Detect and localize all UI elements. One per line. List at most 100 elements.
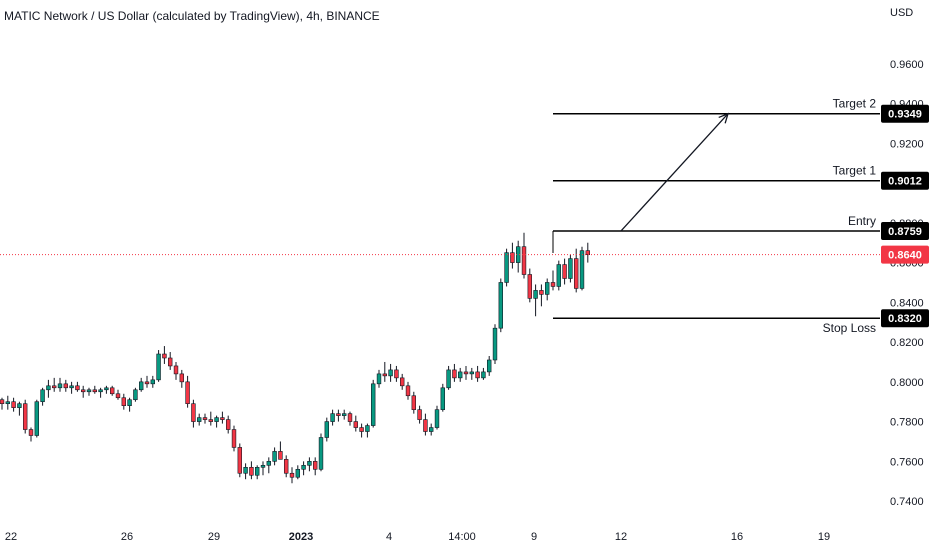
candle-body <box>40 389 45 403</box>
candle-body <box>521 246 527 275</box>
candle-body <box>417 409 422 420</box>
candle-body <box>81 389 86 393</box>
candle-body <box>388 369 393 377</box>
x-tick-label: 12 <box>615 531 627 543</box>
level-price-badge <box>881 309 929 328</box>
current-price-label: 0.8640 <box>888 250 922 262</box>
candle-body <box>365 425 370 432</box>
x-tick-label: 22 <box>5 531 17 543</box>
level-name: Entry <box>848 214 876 228</box>
candle-body <box>544 282 550 295</box>
candle-body <box>295 468 300 478</box>
candle-body <box>272 451 277 462</box>
level-price-badge <box>881 221 929 240</box>
candle-body <box>57 383 63 389</box>
time-axis[interactable]: 22 26 29 2023 4 14:00 9 12 16 19 <box>5 531 830 543</box>
arrow-shaft <box>620 113 729 232</box>
current-price-badge <box>881 245 929 264</box>
candle-body <box>237 447 242 474</box>
x-tick-label: 29 <box>208 531 220 543</box>
candle-body <box>510 252 515 263</box>
candle-body <box>440 387 445 410</box>
candle-body <box>359 427 364 432</box>
candle-body <box>110 387 115 395</box>
candle-body <box>266 461 271 466</box>
candle-body <box>121 397 127 406</box>
candle-body <box>185 381 190 405</box>
level-price-badge <box>881 171 929 190</box>
candle-body <box>133 389 138 401</box>
level-name: Target 1 <box>833 164 877 178</box>
candle-body <box>231 429 237 448</box>
candle-body <box>260 465 266 468</box>
candle-body <box>144 381 150 385</box>
candle-body <box>318 437 324 470</box>
candle-body <box>312 461 318 470</box>
arrow-head <box>718 112 730 124</box>
candle-body <box>92 389 98 393</box>
candle-body <box>301 465 306 470</box>
candle-body <box>179 373 184 383</box>
candle-body <box>255 467 260 476</box>
candle-body <box>394 369 399 379</box>
candle-body <box>168 357 173 367</box>
candle-body <box>46 385 51 391</box>
candle-body <box>533 290 538 299</box>
candle-body <box>481 371 486 379</box>
candle-body <box>568 258 573 279</box>
candle-body <box>434 409 440 428</box>
candle-body <box>162 353 167 359</box>
x-tick-label: 14:00 <box>448 531 476 543</box>
candle-body <box>504 252 509 283</box>
candle-body <box>69 385 74 389</box>
level-price-label: 0.9012 <box>888 176 922 188</box>
candle-body <box>330 413 335 422</box>
x-tick-label: 19 <box>818 531 830 543</box>
candle-body <box>341 413 347 416</box>
y-tick-label: 0.8200 <box>890 337 924 349</box>
candle-body <box>336 413 341 416</box>
candle-body <box>63 383 69 389</box>
candle-body <box>579 250 585 289</box>
current-price: 0.8640 <box>0 245 929 264</box>
x-tick-label: 4 <box>386 531 392 543</box>
candle-body <box>127 399 132 406</box>
x-tick-label: 16 <box>731 531 743 543</box>
candle-body <box>214 417 219 422</box>
candle-body <box>457 371 463 379</box>
candle-body <box>5 401 11 405</box>
candle-body <box>115 393 121 399</box>
candle-body <box>399 377 405 387</box>
trade-levels: Target 2 0.9349 Target 1 0.9012 Entry 0.8759 S… <box>552 97 929 335</box>
level-price-label: 0.9349 <box>888 109 922 121</box>
y-tick-label: 0.9600 <box>890 59 924 71</box>
x-tick-label: 2023 <box>289 531 313 543</box>
candle-body <box>550 282 556 287</box>
candle-body <box>556 264 562 287</box>
price-axis[interactable]: 0.96000.94000.92000.88000.86000.84000.82… <box>890 59 924 508</box>
candle-body <box>475 371 480 379</box>
candle-body <box>156 353 161 381</box>
candle-body <box>202 417 208 420</box>
candle-body <box>0 399 5 405</box>
candle-body <box>463 371 469 375</box>
candle-body <box>307 461 312 466</box>
candle-body <box>191 403 196 422</box>
candle-body <box>498 282 503 329</box>
x-tick-label: 26 <box>121 531 133 543</box>
candle-body <box>353 421 358 428</box>
candle-body <box>11 401 16 408</box>
candle-body <box>585 250 591 255</box>
level-name: Target 2 <box>833 97 877 111</box>
candle-body <box>411 395 416 410</box>
chart-title: MATIC Network / US Dollar (calculated by… <box>4 9 380 23</box>
candle-body <box>492 327 498 361</box>
candle-body <box>150 379 155 385</box>
candle-body <box>197 417 202 422</box>
candle-body <box>75 385 80 391</box>
candle-body <box>289 472 295 478</box>
candle-body <box>173 365 179 375</box>
candle-body <box>527 274 533 299</box>
level-price-label: 0.8759 <box>888 226 922 238</box>
